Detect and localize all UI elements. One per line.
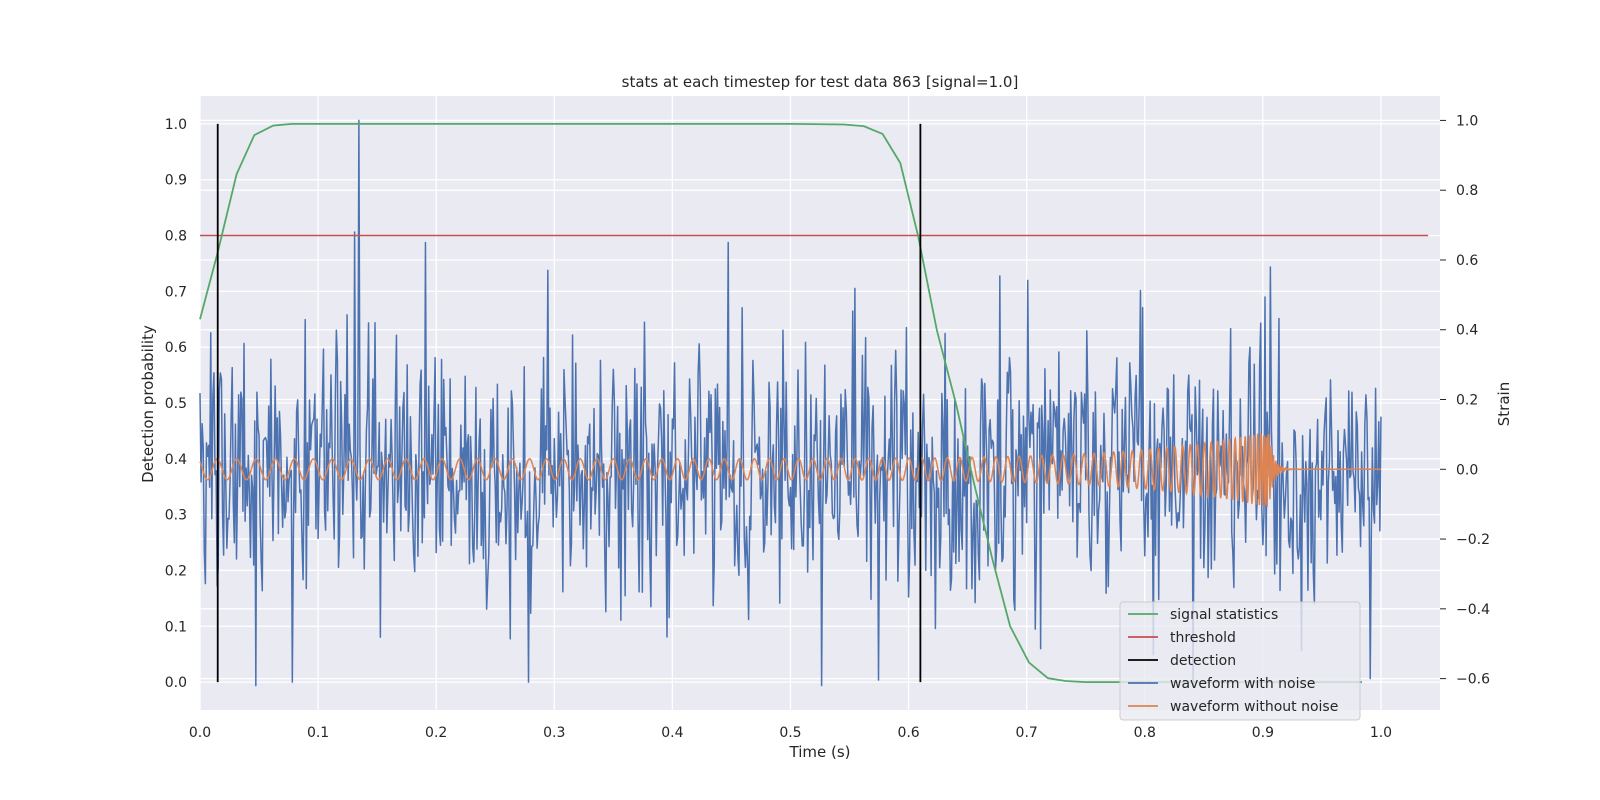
right-y-tick-label: 0.8 — [1456, 183, 1478, 199]
waveform-without-noise-line — [199, 433, 1381, 507]
x-tick-label: 0.9 — [1252, 725, 1274, 741]
x-tick-label: 0.2 — [425, 725, 447, 741]
x-tick-label: 0.3 — [543, 725, 565, 741]
left-y-axis-ticks: 0.0 0.1 0.2 0.3 0.4 0.5 0.6 0.7 0.8 0.9 1.0 — [165, 117, 187, 691]
x-tick-label: 0.7 — [1016, 725, 1038, 741]
x-tick-label: 0.8 — [1134, 725, 1156, 741]
left-y-tick-label: 0.3 — [165, 508, 187, 524]
left-y-tick-label: 0.2 — [165, 563, 187, 579]
right-y-tick-label: −0.2 — [1456, 532, 1490, 548]
legend-label-signal-statistics: signal statistics — [1170, 607, 1278, 623]
left-y-tick-label: 0.4 — [165, 452, 187, 468]
left-y-tick-label: 0.7 — [165, 284, 187, 300]
left-y-tick-label: 0.6 — [165, 340, 187, 356]
right-y-tick-label: 0.0 — [1456, 462, 1478, 478]
series-layer — [199, 119, 1429, 687]
legend-label-waveform-with-noise: waveform with noise — [1170, 676, 1315, 692]
legend-box — [1119, 601, 1361, 721]
x-tick-label: 0.0 — [189, 725, 211, 741]
right-y-tick-label: 0.4 — [1456, 323, 1478, 339]
chart-title: stats at each timestep for test data 863… — [622, 73, 1019, 91]
x-axis-ticks: 0.0 0.1 0.2 0.3 0.4 0.5 0.6 0.7 0.8 0.9 1.0 — [189, 725, 1392, 741]
right-y-tick-label: −0.6 — [1456, 672, 1490, 688]
left-y-tick-label: 0.0 — [165, 675, 187, 691]
legend-label-waveform-without-noise: waveform without noise — [1170, 699, 1338, 715]
x-axis-label: Time (s) — [789, 743, 851, 761]
x-tick-label: 0.1 — [307, 725, 329, 741]
right-y-axis-label: Strain — [1495, 382, 1513, 426]
left-y-axis-label: Detection probability — [139, 325, 157, 483]
right-y-tick-label: 0.6 — [1456, 253, 1478, 269]
right-y-tick-label: 0.2 — [1456, 393, 1478, 409]
right-y-tick-label: 1.0 — [1456, 113, 1478, 129]
right-y-tick-label: −0.4 — [1456, 602, 1490, 618]
waveform-with-noise-line — [199, 119, 1382, 687]
right-y-axis-ticks: −0.6 −0.4 −0.2 0.0 0.2 0.4 0.6 0.8 1.0 — [1440, 113, 1490, 688]
left-y-tick-label: 0.1 — [165, 619, 187, 635]
x-tick-label: 0.6 — [897, 725, 919, 741]
legend-label-detection: detection — [1170, 653, 1236, 669]
left-y-tick-label: 0.9 — [165, 173, 187, 189]
legend-label-threshold: threshold — [1170, 630, 1236, 646]
left-y-tick-label: 1.0 — [165, 117, 187, 133]
left-y-tick-label: 0.8 — [165, 229, 187, 245]
x-tick-label: 0.4 — [661, 725, 683, 741]
signal-statistics-line — [199, 123, 1363, 683]
legend: signal statistics threshold detection wa… — [1119, 601, 1361, 721]
left-y-tick-label: 0.5 — [165, 396, 187, 412]
x-tick-label: 0.5 — [779, 725, 801, 741]
x-tick-label: 1.0 — [1370, 725, 1392, 741]
